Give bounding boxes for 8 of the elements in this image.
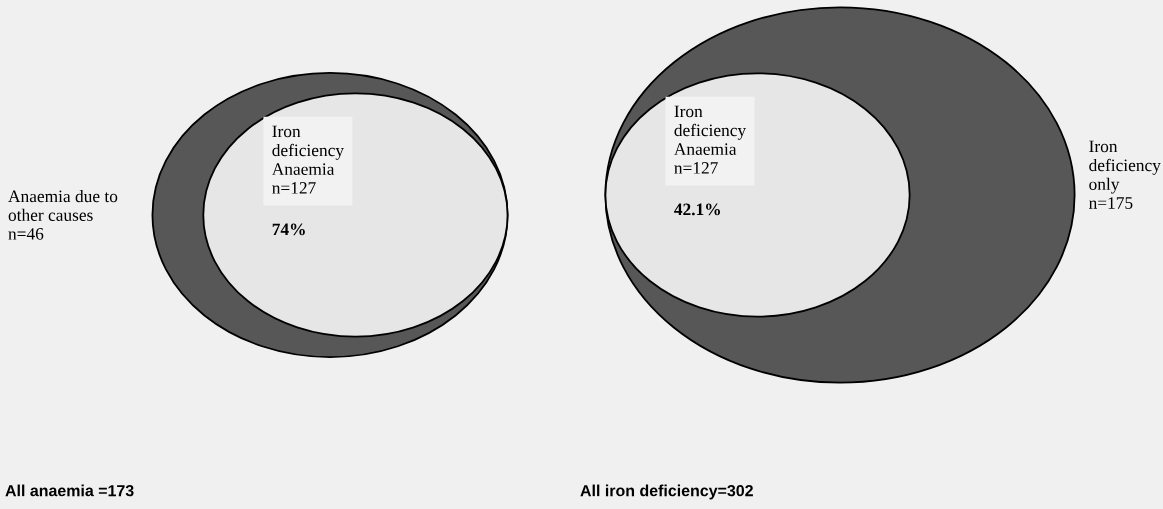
data-label: n=175 [1089,197,1133,209]
data-label: n=127 [272,182,316,194]
text: 74% [272,223,305,236]
data-label: n=127 [674,162,718,174]
text: All anaemia =173 [5,484,134,497]
text: 42.1% [674,203,720,216]
text: All iron deficiency=302 [580,484,753,500]
data-label: n=46 [8,228,44,240]
